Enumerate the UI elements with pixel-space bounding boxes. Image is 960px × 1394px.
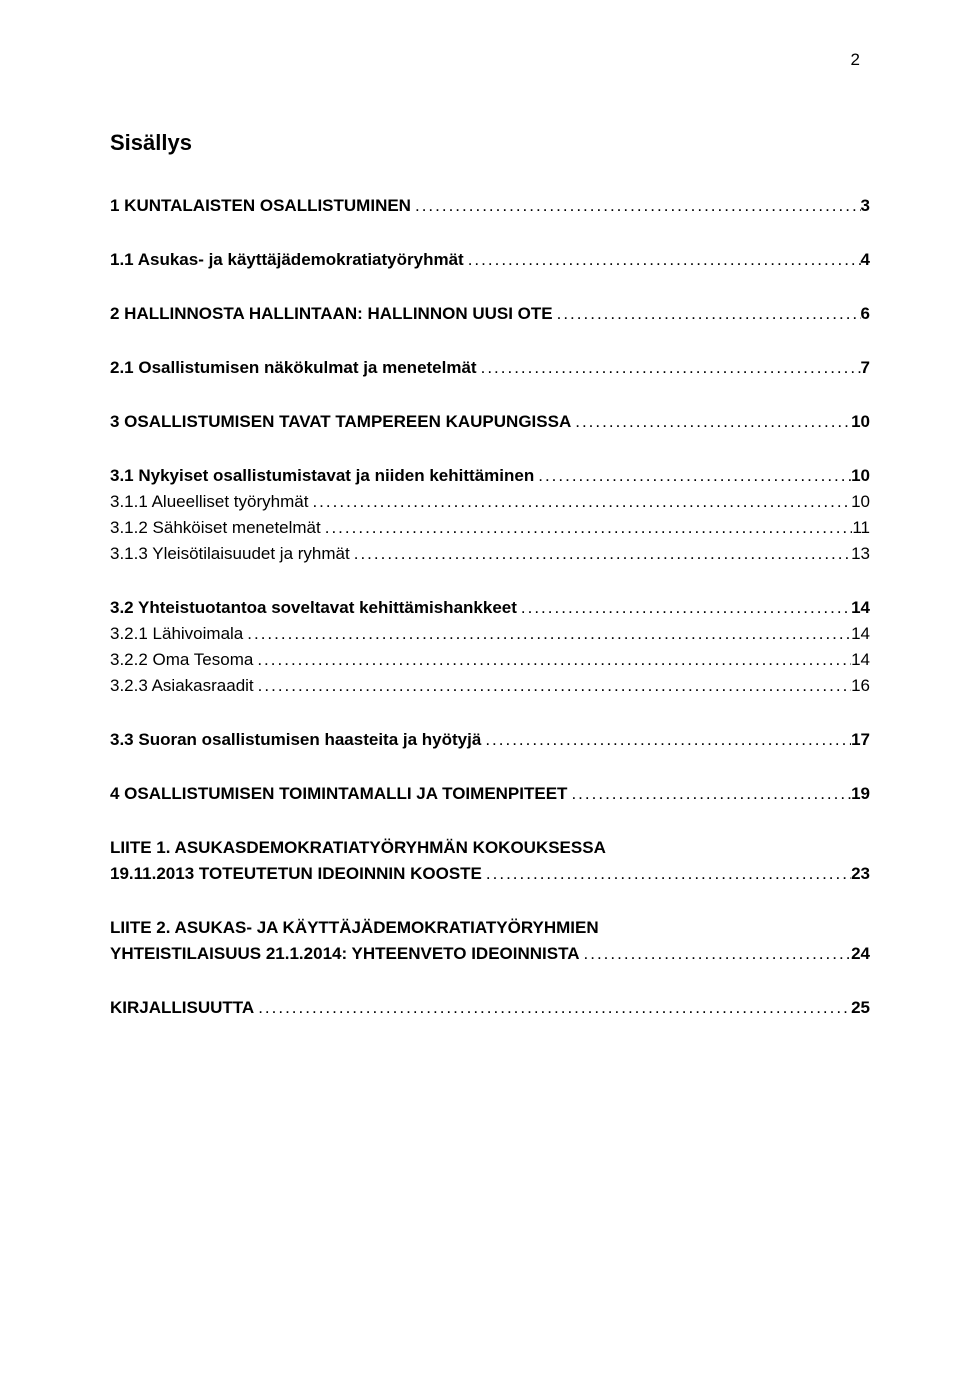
toc-entry: LIITE 1. ASUKASDEMOKRATIATYÖRYHMÄN KOKOU… <box>110 838 870 858</box>
toc-dots <box>534 466 851 486</box>
toc-entry-page: 10 <box>851 466 870 486</box>
toc-dots <box>477 358 861 378</box>
toc-entry-page: 16 <box>851 676 870 696</box>
toc-entry: 19.11.2013 TOTEUTETUN IDEOINNIN KOOSTE 23 <box>110 864 870 884</box>
toc-entry-page: 14 <box>851 624 870 644</box>
toc-dots <box>254 676 851 696</box>
toc-entry-page: 6 <box>861 304 870 324</box>
toc-dots <box>243 624 851 644</box>
toc-dots <box>580 944 852 964</box>
toc-entry: 3.1.3 Yleisötilaisuudet ja ryhmät 13 <box>110 544 870 564</box>
toc-entry: KIRJALLISUUTTA 25 <box>110 998 870 1018</box>
toc-title: Sisällys <box>110 130 870 156</box>
toc-entry: YHTEISTILAISUUS 21.1.2014: YHTEENVETO ID… <box>110 944 870 964</box>
toc-dots <box>308 492 851 512</box>
toc-dots <box>253 650 851 670</box>
toc-entry: 2 HALLINNOSTA HALLINTAAN: HALLINNON UUSI… <box>110 304 870 324</box>
toc-entry-label: 19.11.2013 TOTEUTETUN IDEOINNIN KOOSTE <box>110 864 482 884</box>
toc-entry-label: YHTEISTILAISUUS 21.1.2014: YHTEENVETO ID… <box>110 944 580 964</box>
toc-entry-page: 19 <box>851 784 870 804</box>
toc-entry-label: 1.1 Asukas- ja käyttäjädemokratiatyöryhm… <box>110 250 464 270</box>
toc-dots <box>411 196 861 216</box>
toc-entry: 3.2 Yhteistuotantoa soveltavat kehittämi… <box>110 598 870 618</box>
toc-entry: 3.2.1 Lähivoimala 14 <box>110 624 870 644</box>
toc-entry: 3.2.3 Asiakasraadit 16 <box>110 676 870 696</box>
toc-entry-label: 2 HALLINNOSTA HALLINTAAN: HALLINNON UUSI… <box>110 304 553 324</box>
toc-dots <box>571 412 851 432</box>
toc-entry: 1 KUNTALAISTEN OSALLISTUMINEN 3 <box>110 196 870 216</box>
toc-entry-label: 1 KUNTALAISTEN OSALLISTUMINEN <box>110 196 411 216</box>
toc-entry-label: 4 OSALLISTUMISEN TOIMINTAMALLI JA TOIMEN… <box>110 784 567 804</box>
toc-entry-label: 2.1 Osallistumisen näkökulmat ja menetel… <box>110 358 477 378</box>
toc-entry-page: 14 <box>851 598 870 618</box>
toc-entry: 3 OSALLISTUMISEN TAVAT TAMPEREEN KAUPUNG… <box>110 412 870 432</box>
toc-entry-page: 7 <box>861 358 870 378</box>
toc-dots <box>464 250 861 270</box>
toc-entry-label: 3.2.1 Lähivoimala <box>110 624 243 644</box>
toc-entry-label: 3.3 Suoran osallistumisen haasteita ja h… <box>110 730 481 750</box>
toc-dots <box>321 518 853 538</box>
toc-dots <box>254 998 851 1018</box>
toc-entry: 3.1 Nykyiset osallistumistavat ja niiden… <box>110 466 870 486</box>
toc-entry: 2.1 Osallistumisen näkökulmat ja menetel… <box>110 358 870 378</box>
toc-entry: 3.1.2 Sähköiset menetelmät 11 <box>110 518 870 538</box>
toc-entry-page: 13 <box>851 544 870 564</box>
toc-entry-page: 25 <box>851 998 870 1018</box>
page-number: 2 <box>110 50 870 70</box>
toc-dots <box>567 784 851 804</box>
toc-entry-page: 10 <box>851 492 870 512</box>
toc-entry-label: 3.2 Yhteistuotantoa soveltavat kehittämi… <box>110 598 517 618</box>
toc-entry: 3.1.1 Alueelliset työryhmät 10 <box>110 492 870 512</box>
toc-dots <box>517 598 851 618</box>
toc-entry-label: 3.1.1 Alueelliset työryhmät <box>110 492 308 512</box>
toc-entry-page: 14 <box>851 650 870 670</box>
toc-entry: 4 OSALLISTUMISEN TOIMINTAMALLI JA TOIMEN… <box>110 784 870 804</box>
toc-entry: 1.1 Asukas- ja käyttäjädemokratiatyöryhm… <box>110 250 870 270</box>
toc-entry-label: 3.1.3 Yleisötilaisuudet ja ryhmät <box>110 544 350 564</box>
toc-entry-page: 17 <box>851 730 870 750</box>
toc-entry-label: LIITE 1. ASUKASDEMOKRATIATYÖRYHMÄN KOKOU… <box>110 838 606 858</box>
toc-entry-page: 10 <box>851 412 870 432</box>
toc-entry-label: 3.2.3 Asiakasraadit <box>110 676 254 696</box>
toc-entry-label: 3 OSALLISTUMISEN TAVAT TAMPEREEN KAUPUNG… <box>110 412 571 432</box>
toc-entry-label: 3.1.2 Sähköiset menetelmät <box>110 518 321 538</box>
toc-dots <box>350 544 851 564</box>
toc-entry-page: 11 <box>852 518 870 538</box>
toc-entry-label: LIITE 2. ASUKAS- JA KÄYTTÄJÄDEMOKRATIATY… <box>110 918 599 938</box>
toc-entry: 3.3 Suoran osallistumisen haasteita ja h… <box>110 730 870 750</box>
toc-dots <box>481 730 851 750</box>
toc-entry-label: 3.2.2 Oma Tesoma <box>110 650 253 670</box>
toc-entry-label: 3.1 Nykyiset osallistumistavat ja niiden… <box>110 466 534 486</box>
toc-entry: LIITE 2. ASUKAS- JA KÄYTTÄJÄDEMOKRATIATY… <box>110 918 870 938</box>
toc-entry: 3.2.2 Oma Tesoma 14 <box>110 650 870 670</box>
toc-entry-page: 4 <box>861 250 870 270</box>
toc-entry-label: KIRJALLISUUTTA <box>110 998 254 1018</box>
toc-entry-page: 24 <box>851 944 870 964</box>
toc-entry-page: 3 <box>861 196 870 216</box>
toc-container: 1 KUNTALAISTEN OSALLISTUMINEN 3 1.1 Asukas… <box>110 196 870 1018</box>
toc-dots <box>553 304 861 324</box>
toc-entry-page: 23 <box>851 864 870 884</box>
toc-dots <box>482 864 851 884</box>
